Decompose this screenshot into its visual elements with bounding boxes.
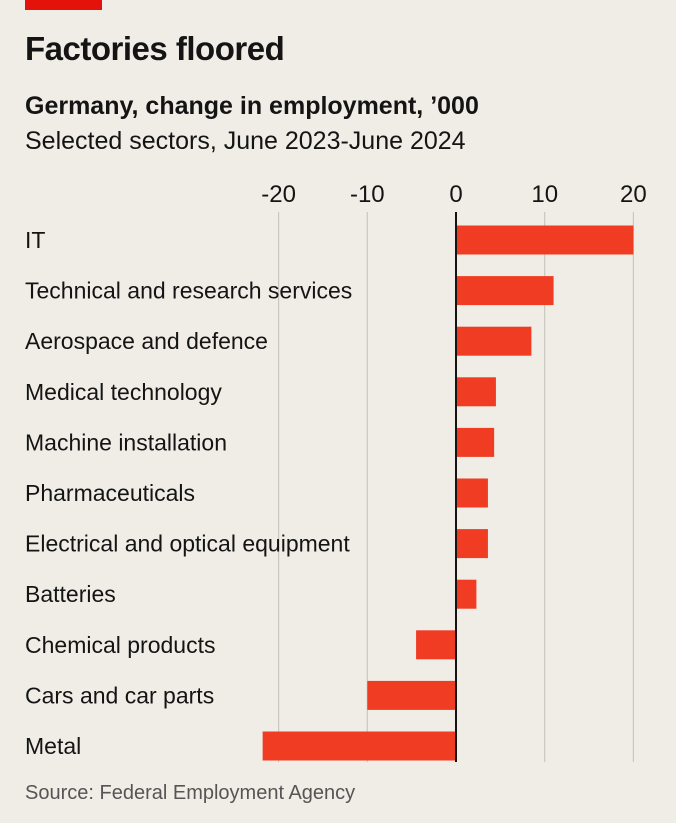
bar [367, 680, 456, 710]
category-label: Cars and car parts [25, 682, 214, 708]
category-label: Aerospace and defence [25, 328, 268, 354]
bar [456, 427, 495, 457]
bar [456, 529, 488, 559]
category-label: Medical technology [25, 379, 222, 405]
bar [262, 731, 456, 761]
category-label: Electrical and optical equipment [25, 531, 350, 557]
category-label: Chemical products [25, 632, 215, 658]
category-label: Pharmaceuticals [25, 480, 195, 506]
x-tick-label: 10 [531, 181, 558, 208]
x-tick-label: -10 [350, 181, 385, 208]
x-tick-label: -20 [261, 181, 296, 208]
category-label: Machine installation [25, 429, 227, 455]
category-label: Metal [25, 733, 81, 759]
x-tick-label: 0 [449, 181, 462, 208]
bar [456, 276, 554, 306]
chart-title: Factories floored [25, 30, 285, 67]
chart-subtitle: Germany, change in employment, ’000 [25, 92, 479, 120]
bar [416, 630, 456, 660]
bar [456, 478, 488, 508]
chart-description: Selected sectors, June 2023-June 2024 [25, 127, 466, 155]
bar [456, 579, 477, 609]
bar [456, 326, 532, 356]
accent-bar [25, 0, 102, 10]
category-label: IT [25, 227, 45, 253]
bar [456, 377, 496, 407]
source-note: Source: Federal Employment Agency [25, 782, 356, 804]
category-label: Technical and research services [25, 278, 352, 304]
x-tick-label: 20 [620, 181, 647, 208]
bar [456, 225, 634, 255]
category-label: Batteries [25, 581, 116, 607]
